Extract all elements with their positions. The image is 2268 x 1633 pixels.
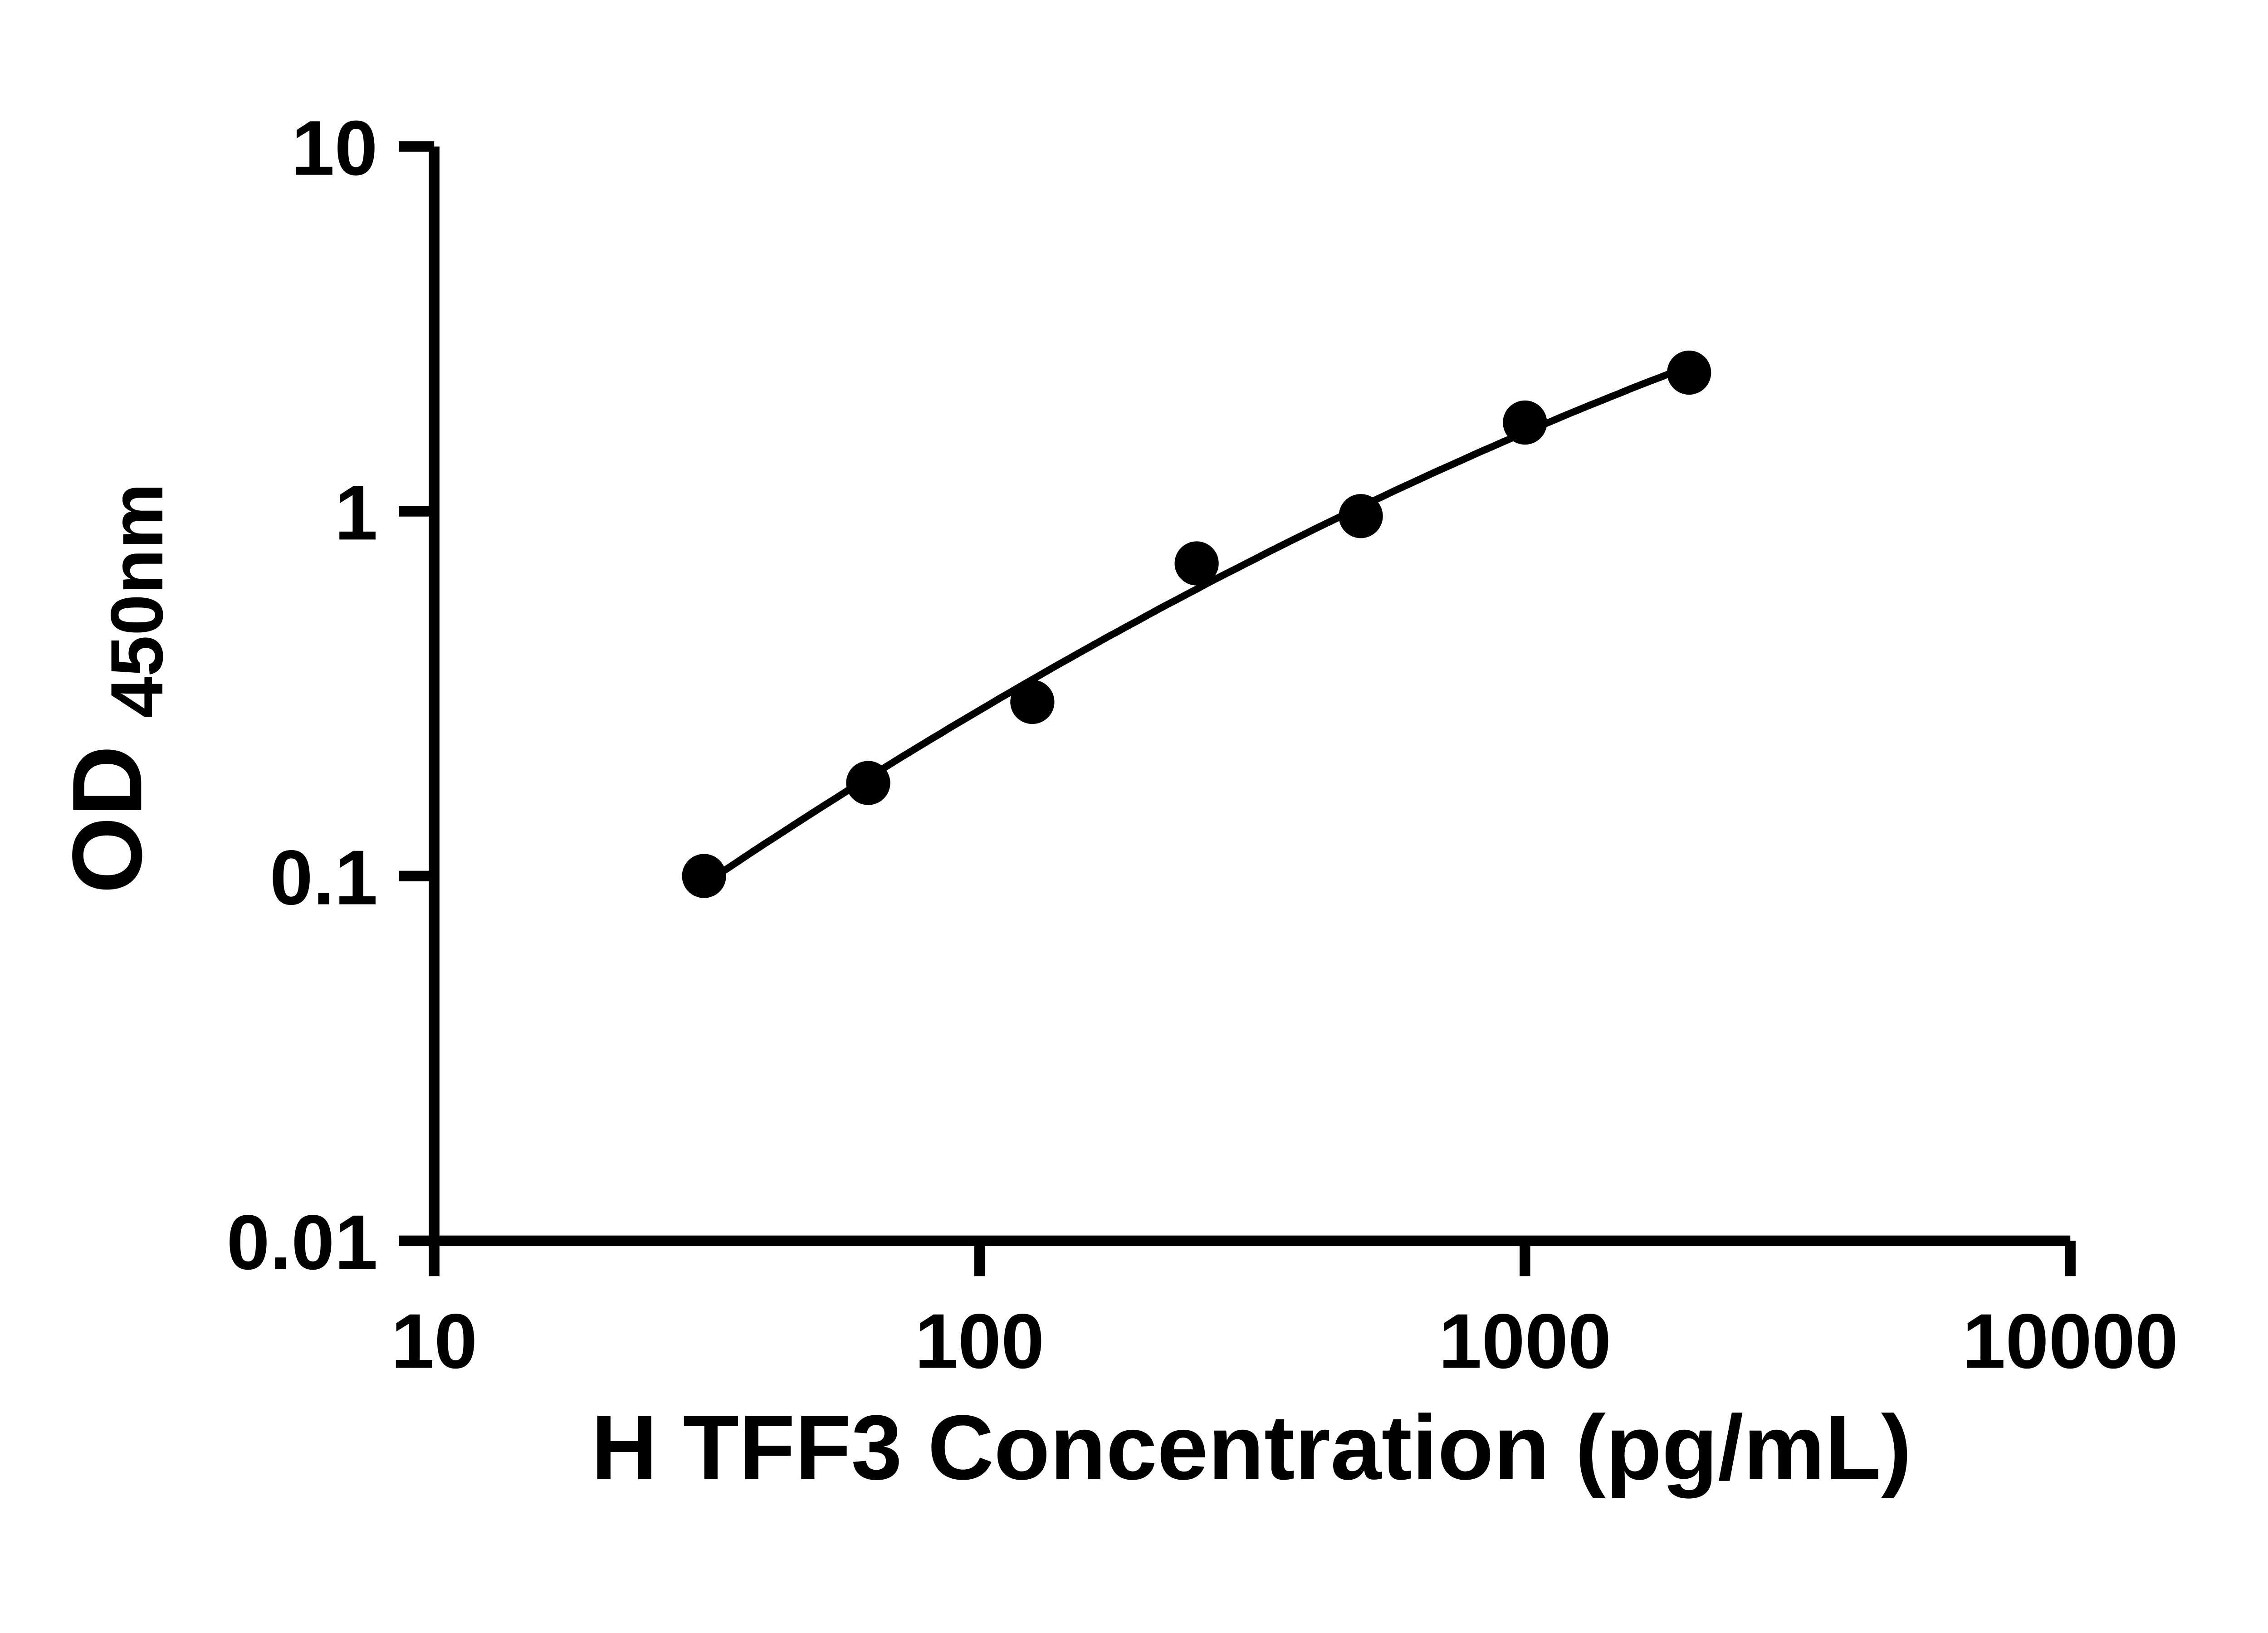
x-tick-label: 100 bbox=[915, 1298, 1045, 1385]
x-tick-label: 10 bbox=[391, 1298, 477, 1385]
x-tick-label: 1000 bbox=[1438, 1298, 1611, 1385]
data-point bbox=[846, 761, 890, 805]
axes-layer: 0.01 0.1 1 10 10 100 1000 10000 bbox=[227, 105, 2179, 1384]
fit-curve bbox=[702, 362, 1691, 887]
y-tick-label: 1 bbox=[334, 469, 377, 556]
data-point bbox=[1667, 350, 1711, 395]
data-point bbox=[1503, 400, 1547, 445]
y-axis-title-subscript: 450nm bbox=[95, 483, 178, 718]
data-point bbox=[682, 854, 726, 898]
y-tick-label: 10 bbox=[291, 105, 377, 191]
x-tick-label: 10000 bbox=[1962, 1298, 2178, 1385]
data-series-layer bbox=[682, 350, 1711, 898]
x-axis-title: H TFF3 Concentration (pg/mL) bbox=[591, 1396, 1911, 1499]
y-axis-title-main: OD bbox=[52, 745, 162, 894]
data-point bbox=[1010, 680, 1055, 724]
data-point bbox=[1174, 541, 1219, 586]
y-tick-label: 0.1 bbox=[270, 835, 378, 921]
elisa-standard-curve-figure: 0.01 0.1 1 10 10 100 1000 10000 H TFF3 Concentr… bbox=[52, 105, 2179, 1499]
y-axis-title: OD 450nm bbox=[52, 483, 178, 894]
standard-curve-chart: 0.01 0.1 1 10 10 100 1000 10000 H TFF3 Concentr… bbox=[52, 105, 2179, 1499]
data-point bbox=[1339, 494, 1383, 538]
y-tick-label: 0.01 bbox=[227, 1199, 378, 1286]
